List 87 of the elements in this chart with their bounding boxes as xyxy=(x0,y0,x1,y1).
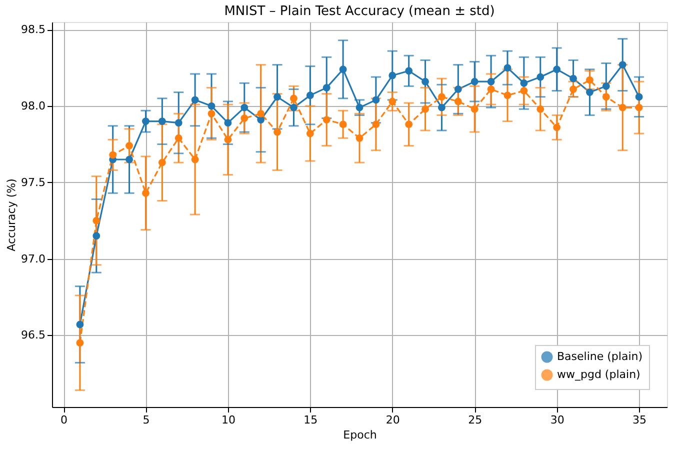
y-tick-label: 97.0 xyxy=(21,252,46,266)
point xyxy=(372,120,380,128)
point xyxy=(76,320,84,328)
point xyxy=(504,92,512,100)
x-tick-label: 10 xyxy=(221,414,236,426)
point xyxy=(274,93,281,101)
point xyxy=(372,96,380,104)
point xyxy=(536,73,544,81)
point xyxy=(422,78,429,86)
point xyxy=(257,110,265,118)
point xyxy=(388,98,396,106)
point xyxy=(274,128,281,136)
x-axis-title: Epoch xyxy=(343,428,377,442)
point xyxy=(405,120,413,128)
point xyxy=(635,104,643,112)
point xyxy=(454,86,462,93)
point xyxy=(208,102,216,110)
y-tick-label: 97.5 xyxy=(21,176,46,189)
point xyxy=(306,92,314,100)
y-axis-title: Accuracy (%) xyxy=(5,178,18,252)
y-tick-label: 98.5 xyxy=(21,23,46,36)
chart-title: MNIST – Plain Test Accuracy (mean ± std) xyxy=(224,4,495,19)
y-tick-label: 98.0 xyxy=(21,100,46,113)
point xyxy=(356,134,364,142)
point xyxy=(224,119,232,127)
point xyxy=(109,151,117,159)
point xyxy=(240,114,248,122)
point xyxy=(586,88,594,96)
point xyxy=(570,86,577,93)
point xyxy=(438,104,446,112)
point xyxy=(290,104,298,112)
point xyxy=(618,61,626,68)
point xyxy=(504,64,512,72)
point xyxy=(586,76,594,84)
x-tick-label: 0 xyxy=(60,414,68,426)
point xyxy=(635,93,643,101)
point xyxy=(126,142,133,150)
point xyxy=(470,78,478,86)
point xyxy=(290,94,298,102)
x-tick-label: 5 xyxy=(142,414,150,426)
point xyxy=(174,119,182,127)
point xyxy=(92,216,100,224)
x-tick-label: 25 xyxy=(468,414,482,426)
point xyxy=(191,96,199,104)
point xyxy=(257,116,265,124)
point xyxy=(142,189,150,197)
x-tick-label: 15 xyxy=(304,414,318,426)
legend-label: ww_pgd (plain) xyxy=(557,368,640,381)
point xyxy=(470,105,478,113)
point xyxy=(618,104,626,112)
x-tick-label: 35 xyxy=(632,414,647,426)
point xyxy=(208,110,216,118)
point xyxy=(602,93,610,101)
point xyxy=(553,66,561,74)
point xyxy=(126,156,133,164)
point xyxy=(520,87,528,94)
point xyxy=(322,116,330,124)
legend-label: Baseline (plain) xyxy=(557,350,643,363)
x-tick-label: 30 xyxy=(550,414,564,426)
point xyxy=(158,118,166,126)
y-tick-label: 96.5 xyxy=(21,328,46,342)
point xyxy=(92,232,100,240)
point xyxy=(388,72,396,80)
point xyxy=(306,130,314,138)
point xyxy=(405,67,413,75)
point xyxy=(520,79,528,87)
point xyxy=(76,339,84,347)
point xyxy=(339,120,347,128)
point xyxy=(536,105,544,113)
point xyxy=(158,158,166,166)
point xyxy=(602,82,610,90)
point xyxy=(191,156,199,164)
point xyxy=(356,104,364,112)
point xyxy=(487,78,495,86)
x-tick-label: 20 xyxy=(386,414,400,426)
point xyxy=(570,74,577,82)
point xyxy=(224,136,232,144)
point xyxy=(142,118,150,126)
point xyxy=(553,124,561,132)
point xyxy=(174,134,182,142)
point xyxy=(487,86,495,93)
point xyxy=(422,105,429,113)
point xyxy=(240,104,248,112)
point xyxy=(454,98,462,106)
point xyxy=(322,84,330,92)
point xyxy=(438,93,446,101)
point xyxy=(339,66,347,74)
